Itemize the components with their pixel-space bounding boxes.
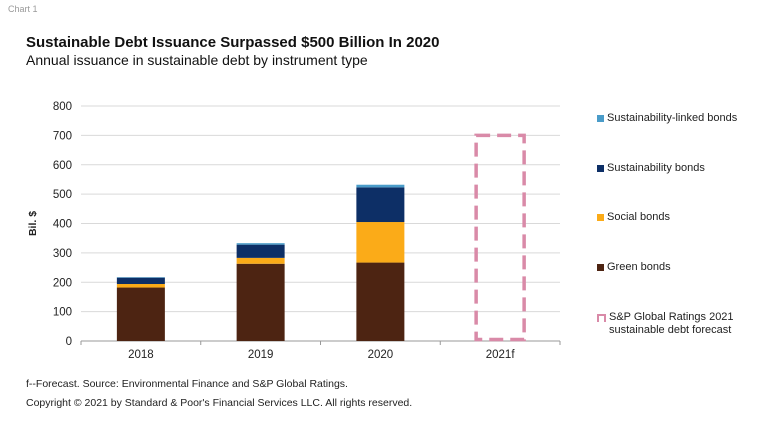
legend-label: Sustainability-linked bonds [607,112,738,124]
bar-segment-sustainability-linked-bonds-2020 [356,184,405,188]
legend-item: Social bonds [597,211,670,224]
x-tick-label: 2019 [248,349,274,361]
bar-segment-social-bonds-2019 [236,257,285,264]
legend-swatch [597,264,604,271]
chart-number-label: Chart 1 [8,4,38,14]
y-tick-label: 0 [66,336,72,348]
y-tick-label: 400 [53,219,72,231]
source-note: f--Forecast. Source: Environmental Finan… [26,378,348,390]
y-tick-label: 200 [53,277,72,289]
y-tick-label: 100 [53,307,72,319]
bar-segment-sustainability-linked-bonds-2018 [116,277,165,278]
y-axis-label: Bil. $ [27,211,39,236]
legend-label: S&P Global Ratings 2021 sustainable debt… [609,311,734,336]
chart-subtitle: Annual issuance in sustainable debt by i… [26,52,368,68]
bar-segment-social-bonds-2020 [356,222,405,263]
x-tick-label: 2020 [368,349,394,361]
legend-item: Sustainability bonds [597,162,705,175]
y-tick-label: 300 [53,248,72,260]
bar-segment-sustainability-bonds-2019 [236,244,285,258]
legend-label: Sustainability bonds [607,162,705,174]
legend-label: Green bonds [607,261,671,273]
legend-swatch [597,214,604,221]
legend-item: S&P Global Ratings 2021 sustainable debt… [597,311,759,337]
chart-title: Sustainable Debt Issuance Surpassed $500… [26,34,440,51]
legend-swatch [597,165,604,172]
x-tick-label: 2021f [486,349,516,361]
y-tick-label: 800 [53,101,72,113]
y-tick-label: 500 [53,189,72,201]
bar-segment-green-bonds-2019 [236,263,285,341]
x-tick-label: 2018 [128,349,154,361]
legend-label: Social bonds [607,211,670,223]
forecast-outline-bar [474,133,526,342]
legend-swatch [597,314,606,322]
bar-segment-social-bonds-2018 [116,284,165,288]
copyright-note: Copyright © 2021 by Standard & Poor's Fi… [26,397,413,409]
legend-item: Sustainability-linked bonds [597,112,737,125]
bar-segment-green-bonds-2020 [356,262,405,341]
bar-segment-green-bonds-2018 [116,287,165,341]
y-tick-label: 600 [53,160,72,172]
legend-item: Green bonds [597,261,671,274]
y-tick-label: 700 [53,130,72,142]
bar-segment-sustainability-bonds-2018 [116,277,165,285]
bar-segment-sustainability-bonds-2020 [356,187,405,223]
bar-segment-sustainability-linked-bonds-2019 [236,243,285,245]
legend-swatch [597,115,604,122]
